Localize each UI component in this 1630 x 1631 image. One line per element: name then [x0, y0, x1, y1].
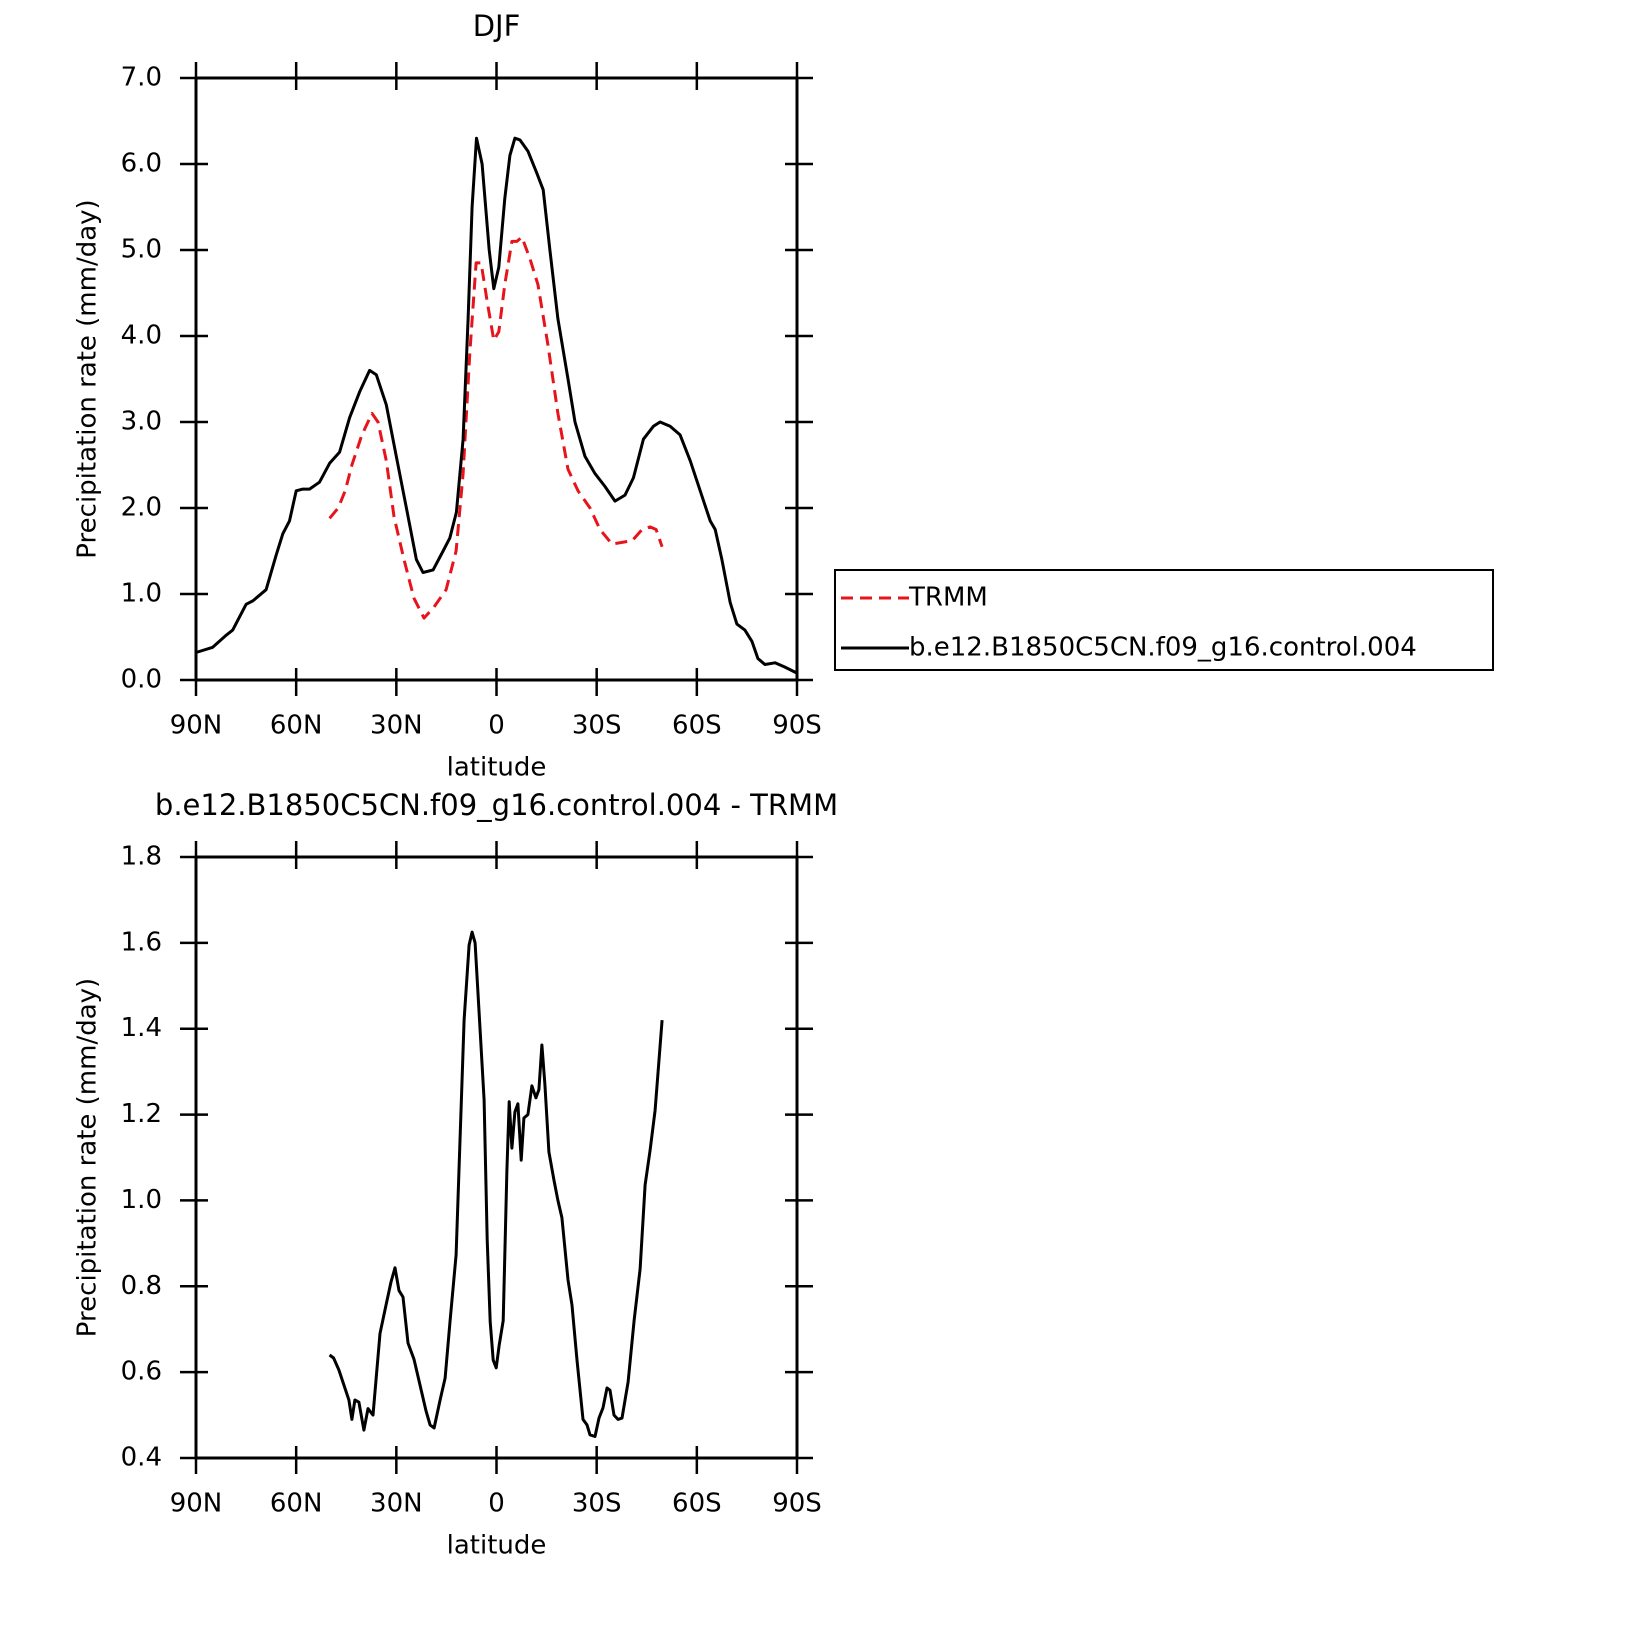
- x-tick-label: 0: [488, 711, 505, 741]
- x-tick-label: 90N: [170, 1489, 223, 1519]
- x-tick-label: 0: [488, 1489, 505, 1519]
- y-tick-label: 1.8: [121, 842, 162, 872]
- y-tick-label: 0.0: [121, 665, 162, 695]
- y-tick-label: 0.8: [121, 1271, 162, 1301]
- plot-frame: [194, 76, 799, 682]
- x-tick-label: 90S: [772, 711, 822, 741]
- y-tick-label: 5.0: [121, 235, 162, 265]
- x-tick-label: 60S: [672, 711, 722, 741]
- series-line: [328, 930, 664, 1438]
- series-line: [328, 235, 664, 620]
- y-axis-label: Precipitation rate (mm/day): [73, 199, 103, 558]
- y-tick-label: 1.4: [121, 1013, 162, 1043]
- x-tick-label: 60N: [270, 711, 323, 741]
- y-axis-label: Precipitation rate (mm/day): [73, 978, 103, 1337]
- x-tick-label: 90S: [772, 1489, 822, 1519]
- x-tick-label: 30S: [572, 711, 622, 741]
- y-tick-label: 1.0: [121, 1185, 162, 1215]
- y-tick-label: 0.4: [121, 1443, 162, 1473]
- y-tick-label: 2.0: [121, 493, 162, 523]
- chart-title: DJF: [473, 9, 521, 43]
- x-tick-label: 60S: [672, 1489, 722, 1519]
- x-axis-label: latitude: [447, 1531, 547, 1561]
- legend-box: [834, 569, 1494, 671]
- y-tick-label: 1.6: [121, 927, 162, 957]
- legend-label: TRMM: [908, 583, 988, 613]
- y-tick-label: 3.0: [121, 407, 162, 437]
- legend-label: b.e12.B1850C5CN.f09_g16.control.004: [909, 633, 1417, 663]
- x-tick-label: 30N: [370, 1489, 423, 1519]
- x-tick-label: 30S: [572, 1489, 622, 1519]
- x-tick-label: 30N: [370, 711, 423, 741]
- y-tick-label: 4.0: [121, 321, 162, 351]
- x-axis-label: latitude: [447, 753, 547, 783]
- x-tick-label: 60N: [270, 1489, 323, 1519]
- plot-frame: [194, 855, 799, 1460]
- series-line: [195, 136, 798, 675]
- chart-title: b.e12.B1850C5CN.f09_g16.control.004 - TR…: [155, 788, 838, 822]
- y-tick-label: 7.0: [121, 63, 162, 93]
- y-tick-label: 1.2: [121, 1099, 162, 1129]
- y-tick-label: 6.0: [121, 149, 162, 179]
- x-tick-label: 90N: [170, 711, 223, 741]
- y-tick-label: 0.6: [121, 1357, 162, 1387]
- y-tick-label: 1.0: [121, 579, 162, 609]
